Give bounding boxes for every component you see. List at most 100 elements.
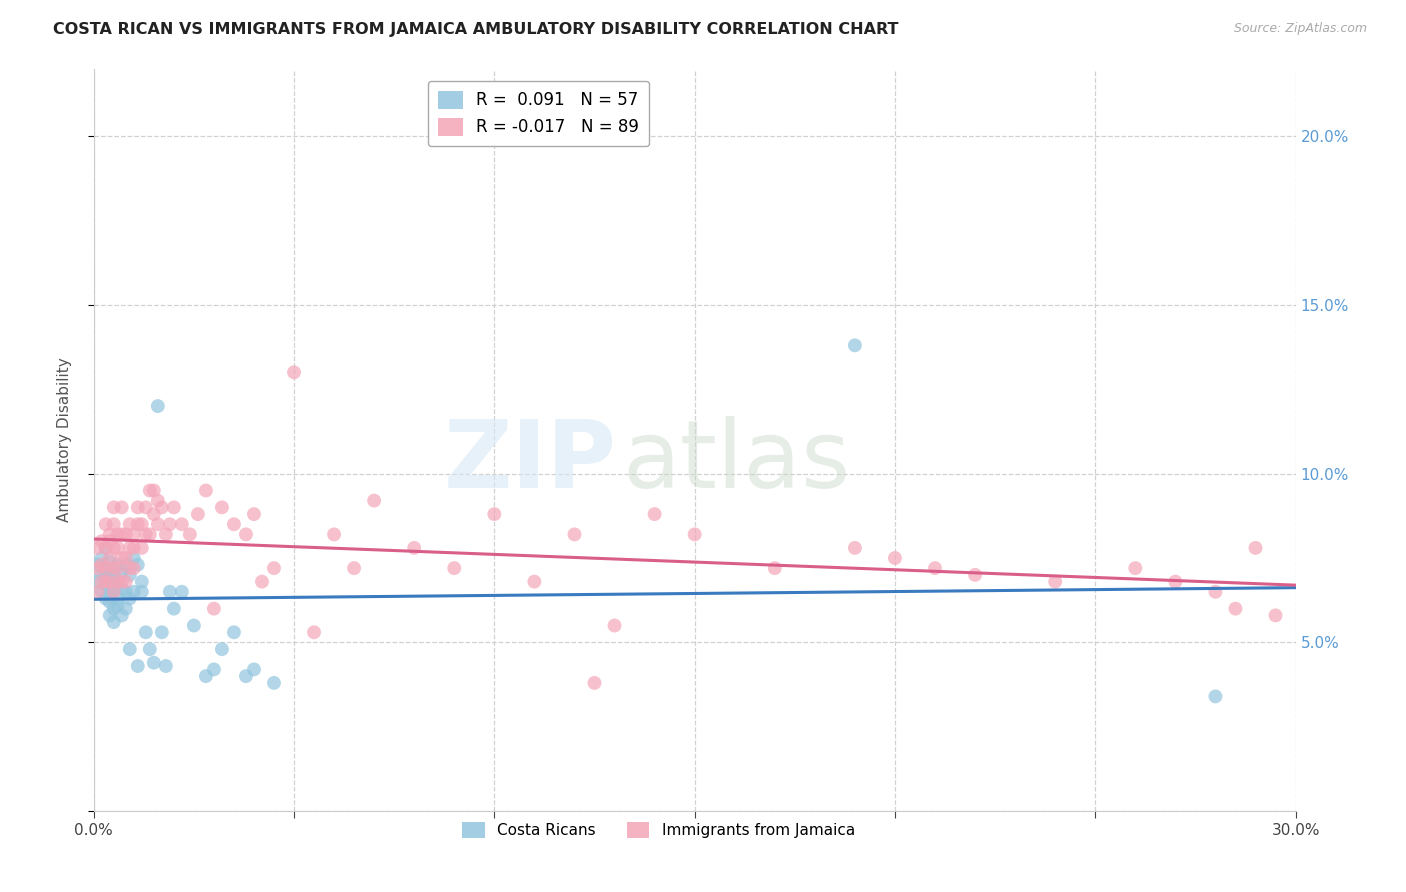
Point — [118, 591, 141, 606]
Point — [103, 500, 125, 515]
Point — [202, 601, 225, 615]
Point — [127, 517, 149, 532]
Point — [90, 567, 112, 582]
Point — [118, 642, 141, 657]
Point — [243, 662, 266, 676]
Point — [194, 669, 217, 683]
Point — [131, 517, 153, 532]
Point — [94, 565, 117, 579]
Point — [111, 551, 134, 566]
Point — [90, 551, 112, 566]
Point — [965, 567, 987, 582]
Point — [114, 584, 136, 599]
Point — [564, 527, 586, 541]
Point — [135, 527, 157, 541]
Point — [103, 567, 125, 582]
Text: COSTA RICAN VS IMMIGRANTS FROM JAMAICA AMBULATORY DISABILITY CORRELATION CHART: COSTA RICAN VS IMMIGRANTS FROM JAMAICA A… — [53, 22, 898, 37]
Point — [159, 584, 181, 599]
Point — [142, 507, 165, 521]
Point — [118, 567, 141, 582]
Point — [127, 500, 149, 515]
Point — [103, 601, 125, 615]
Point — [603, 618, 626, 632]
Point — [98, 574, 121, 589]
Point — [114, 551, 136, 566]
Point — [98, 534, 121, 549]
Point — [243, 507, 266, 521]
Point — [884, 551, 907, 566]
Point — [844, 338, 866, 352]
Point — [139, 642, 162, 657]
Point — [114, 574, 136, 589]
Point — [94, 541, 117, 555]
Point — [107, 527, 129, 541]
Point — [107, 599, 129, 613]
Point — [222, 517, 245, 532]
Point — [111, 565, 134, 579]
Point — [98, 595, 121, 609]
Point — [211, 642, 233, 657]
Y-axis label: Ambulatory Disability: Ambulatory Disability — [58, 358, 72, 522]
Point — [111, 582, 134, 596]
Point — [103, 584, 125, 599]
Point — [98, 551, 121, 566]
Point — [94, 517, 117, 532]
Point — [118, 561, 141, 575]
Point — [194, 483, 217, 498]
Text: ZIP: ZIP — [444, 417, 616, 508]
Point — [283, 365, 305, 379]
Point — [103, 582, 125, 596]
Point — [343, 561, 366, 575]
Point — [155, 659, 177, 673]
Point — [86, 584, 108, 599]
Point — [103, 541, 125, 555]
Point — [263, 676, 285, 690]
Point — [98, 527, 121, 541]
Point — [583, 676, 606, 690]
Point — [131, 574, 153, 589]
Point — [122, 584, 145, 599]
Point — [107, 558, 129, 572]
Point — [263, 561, 285, 575]
Point — [135, 500, 157, 515]
Point — [150, 625, 173, 640]
Point — [523, 574, 546, 589]
Point — [150, 500, 173, 515]
Point — [1244, 541, 1267, 555]
Point — [202, 662, 225, 676]
Point — [122, 527, 145, 541]
Point — [111, 527, 134, 541]
Point — [146, 399, 169, 413]
Point — [114, 601, 136, 615]
Point — [924, 561, 946, 575]
Point — [142, 483, 165, 498]
Point — [139, 527, 162, 541]
Point — [90, 574, 112, 589]
Point — [142, 656, 165, 670]
Point — [135, 625, 157, 640]
Point — [90, 558, 112, 572]
Point — [323, 527, 346, 541]
Point — [86, 558, 108, 572]
Point — [146, 517, 169, 532]
Point — [146, 493, 169, 508]
Point — [235, 527, 257, 541]
Point — [183, 618, 205, 632]
Point — [1204, 584, 1226, 599]
Point — [211, 500, 233, 515]
Point — [443, 561, 465, 575]
Point — [103, 615, 125, 629]
Point — [107, 591, 129, 606]
Point — [139, 483, 162, 498]
Point — [114, 558, 136, 572]
Point — [155, 527, 177, 541]
Legend: Costa Ricans, Immigrants from Jamaica: Costa Ricans, Immigrants from Jamaica — [456, 815, 860, 845]
Point — [179, 527, 201, 541]
Point — [111, 500, 134, 515]
Point — [103, 584, 125, 599]
Point — [114, 527, 136, 541]
Point — [103, 561, 125, 575]
Point — [94, 574, 117, 589]
Point — [1225, 601, 1247, 615]
Point — [98, 608, 121, 623]
